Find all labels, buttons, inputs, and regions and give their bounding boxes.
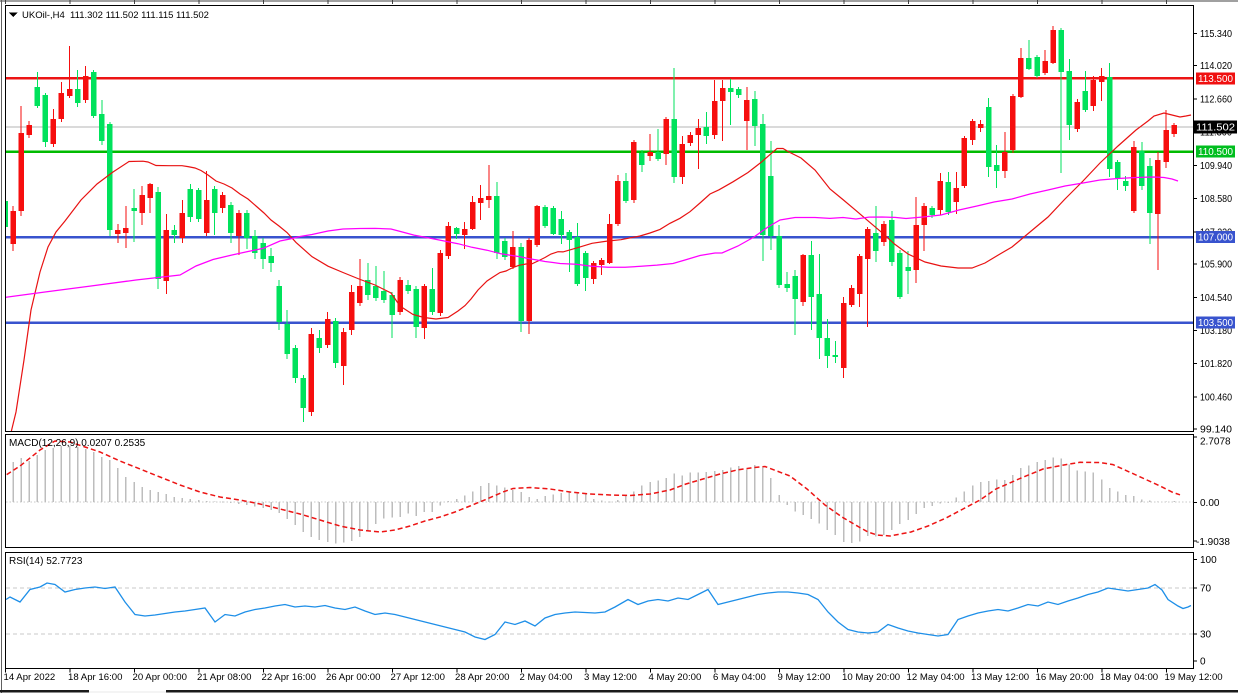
svg-text:MACD(12,26,9) 0.0207 0.2535: MACD(12,26,9) 0.0207 0.2535 bbox=[9, 438, 146, 449]
svg-text:21 Apr 08:00: 21 Apr 08:00 bbox=[197, 672, 251, 683]
svg-text:100: 100 bbox=[1200, 555, 1217, 566]
svg-text:109.940: 109.940 bbox=[1200, 161, 1232, 172]
svg-text:26 Apr 00:00: 26 Apr 00:00 bbox=[326, 672, 380, 683]
svg-text:RSI(14) 52.7723: RSI(14) 52.7723 bbox=[9, 556, 83, 567]
svg-text:19 May 12:00: 19 May 12:00 bbox=[1165, 672, 1223, 683]
svg-text:27 Apr 12:00: 27 Apr 12:00 bbox=[391, 672, 445, 683]
svg-text:12 May 04:00: 12 May 04:00 bbox=[907, 672, 965, 683]
svg-text:-1.9038: -1.9038 bbox=[1196, 537, 1230, 548]
svg-text:13 May 12:00: 13 May 12:00 bbox=[971, 672, 1029, 683]
svg-text:112.660: 112.660 bbox=[1200, 94, 1232, 105]
svg-text:113.500: 113.500 bbox=[1198, 74, 1233, 85]
svg-text:107.000: 107.000 bbox=[1198, 233, 1233, 244]
svg-text:9 May 12:00: 9 May 12:00 bbox=[778, 672, 831, 683]
svg-text:18 May 04:00: 18 May 04:00 bbox=[1100, 672, 1158, 683]
svg-text:0.00: 0.00 bbox=[1200, 498, 1220, 509]
svg-text:10 May 20:00: 10 May 20:00 bbox=[842, 672, 900, 683]
svg-text:20 Apr 00:00: 20 Apr 00:00 bbox=[133, 672, 187, 683]
svg-text:108.580: 108.580 bbox=[1200, 194, 1232, 205]
svg-text:114.020: 114.020 bbox=[1200, 61, 1232, 72]
svg-text:2.7078: 2.7078 bbox=[1200, 437, 1231, 448]
svg-text:100.460: 100.460 bbox=[1200, 393, 1232, 404]
svg-text:2 May 04:00: 2 May 04:00 bbox=[520, 672, 573, 683]
svg-text:30: 30 bbox=[1200, 630, 1212, 641]
svg-text:0: 0 bbox=[1200, 657, 1206, 668]
svg-text:99.140: 99.140 bbox=[1200, 425, 1232, 436]
svg-text:103.500: 103.500 bbox=[1198, 318, 1233, 329]
svg-text:18 Apr 16:00: 18 Apr 16:00 bbox=[68, 672, 122, 683]
svg-text:22 Apr 16:00: 22 Apr 16:00 bbox=[262, 672, 316, 683]
svg-text:103.180: 103.180 bbox=[1200, 326, 1232, 337]
svg-text:105.900: 105.900 bbox=[1200, 260, 1232, 271]
svg-text:6 May 04:00: 6 May 04:00 bbox=[713, 672, 766, 683]
svg-text:UKOil-,H4 111.302 111.502 111: UKOil-,H4 111.302 111.502 111.115 111.50… bbox=[22, 10, 209, 21]
svg-text:111.502: 111.502 bbox=[1196, 123, 1235, 134]
svg-text:14 Apr 2022: 14 Apr 2022 bbox=[4, 672, 56, 683]
svg-text:4 May 20:00: 4 May 20:00 bbox=[649, 672, 702, 683]
svg-text:115.340: 115.340 bbox=[1200, 29, 1232, 40]
svg-text:70: 70 bbox=[1200, 583, 1212, 594]
svg-text:110.500: 110.500 bbox=[1198, 147, 1233, 158]
svg-text:101.820: 101.820 bbox=[1200, 359, 1232, 370]
svg-text:104.540: 104.540 bbox=[1200, 293, 1232, 304]
svg-text:3 May 12:00: 3 May 12:00 bbox=[584, 672, 637, 683]
svg-text:28 Apr 20:00: 28 Apr 20:00 bbox=[455, 672, 509, 683]
svg-text:16 May 20:00: 16 May 20:00 bbox=[1036, 672, 1094, 683]
